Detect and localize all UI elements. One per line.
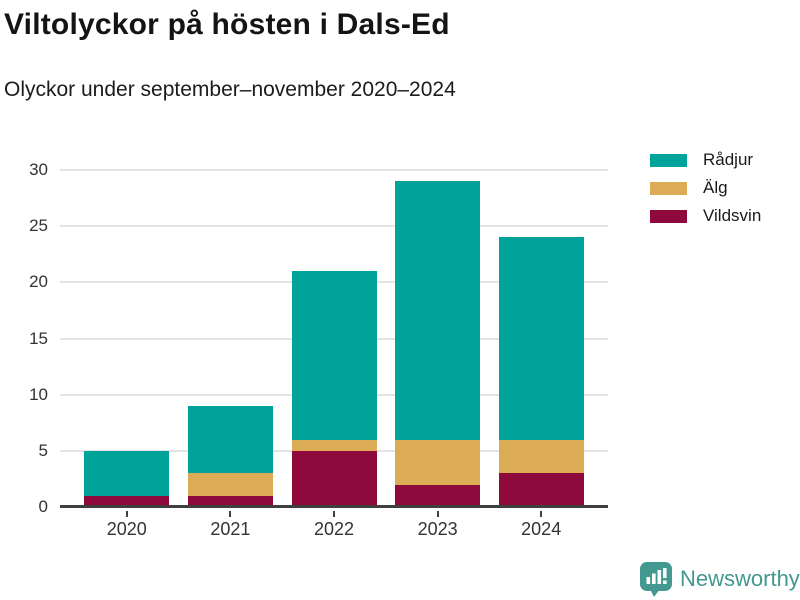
x-tick-label: 2020 — [106, 519, 147, 539]
legend: Rådjur Älg Vildsvin — [650, 146, 761, 230]
x-tick — [333, 511, 335, 517]
legend-item-Rådjur: Rådjur — [650, 146, 761, 174]
y-tick-label: 20 — [29, 272, 48, 292]
y-tick-label: 25 — [29, 216, 48, 236]
y-tick-label: 5 — [38, 440, 48, 460]
bar-chart-speech-bubble-icon — [640, 562, 672, 597]
legend-item-Vildsvin: Vildsvin — [650, 202, 761, 230]
x-tick-label: 2023 — [417, 519, 458, 539]
legend-label: Älg — [703, 178, 728, 197]
bar-2023-Rådjur — [395, 181, 481, 440]
legend-swatch — [650, 209, 687, 223]
bar-2023-Vildsvin — [395, 484, 481, 507]
chart-title: Viltolyckor på hösten i Dals-Ed — [4, 8, 450, 41]
y-tick-label: 15 — [29, 328, 48, 348]
bar-2023-Älg — [395, 439, 481, 485]
y-tick-label: 0 — [38, 497, 48, 516]
bar-2020-Vildsvin — [84, 495, 170, 507]
x-tick — [540, 511, 543, 517]
legend-swatch — [650, 181, 687, 195]
bar-2024-Rådjur — [498, 237, 584, 440]
chart-subtitle: Olyckor under september–november 2020–20… — [4, 78, 456, 101]
brand-name: Newsworthy — [680, 566, 800, 591]
x-tick-label: 2022 — [313, 519, 355, 539]
bar-2022-Vildsvin — [291, 450, 377, 507]
gridline-25 — [60, 225, 608, 228]
x-tick-label: 2021 — [210, 519, 251, 539]
x-tick — [436, 511, 439, 517]
brand-footer: Newsworthy — [640, 562, 800, 598]
x-axis-line — [60, 505, 608, 508]
x-tick — [125, 511, 128, 517]
bar-2022-Rådjur — [291, 271, 377, 440]
legend-label: Vildsvin — [703, 206, 762, 225]
plot-area: 2020 2021 2022 2023 2024 — [60, 169, 608, 539]
y-tick-label: 30 — [29, 160, 48, 179]
x-tick-label: 2024 — [521, 519, 562, 539]
bar-2021-Vildsvin — [187, 495, 273, 507]
bar-2021-Älg — [187, 473, 273, 496]
bar-2024-Vildsvin — [498, 473, 584, 507]
x-tick — [229, 511, 232, 517]
bar-2020-Rådjur — [84, 450, 170, 496]
legend-label: Rådjur — [703, 150, 754, 169]
legend-swatch — [650, 153, 687, 167]
legend-item-Älg: Älg — [650, 174, 761, 202]
gridline-30 — [60, 169, 608, 171]
bar-2024-Älg — [498, 439, 584, 474]
y-tick-label: 10 — [29, 384, 48, 404]
bar-2022-Älg — [291, 439, 377, 451]
bar-2021-Rådjur — [187, 405, 273, 474]
